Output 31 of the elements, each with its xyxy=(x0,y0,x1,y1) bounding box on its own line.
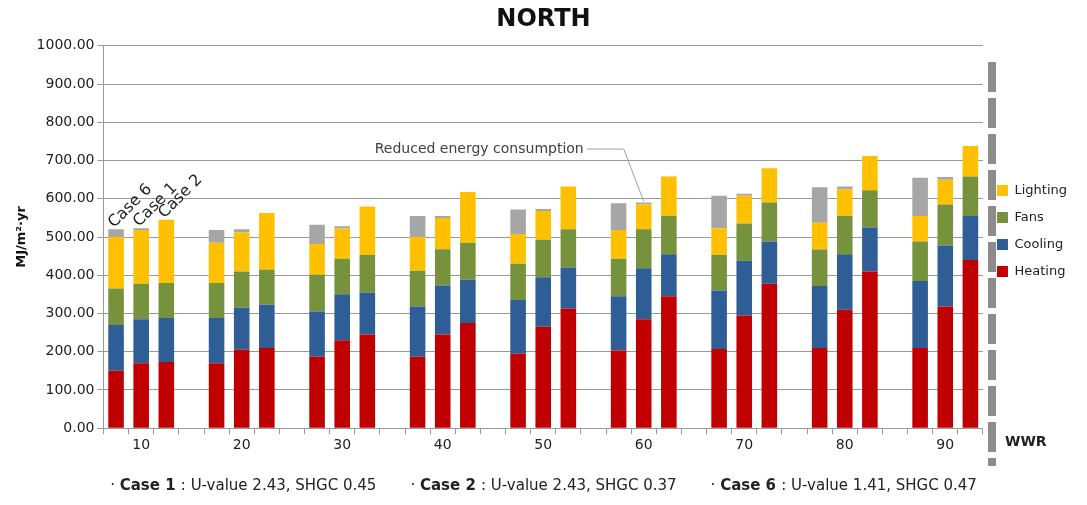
x-tick-label: 90 xyxy=(936,436,955,453)
x-tick-label: 30 xyxy=(333,436,352,453)
x-tick-label: 20 xyxy=(232,436,251,453)
y-tick-label: 1000.00 xyxy=(36,36,95,53)
x-tick-label: 60 xyxy=(634,436,653,453)
x-tick-label: 10 xyxy=(132,436,151,453)
annotation: Reduced energy consumption xyxy=(374,139,584,156)
y-tick-label: 300.00 xyxy=(45,304,95,321)
y-tick-label: 900.00 xyxy=(45,74,95,91)
x-tick-label: 80 xyxy=(835,436,854,453)
y-tick-label: 100.00 xyxy=(45,380,95,397)
y-tick-label: 0.00 xyxy=(63,418,95,435)
y-tick-label: 700.00 xyxy=(45,151,95,168)
legend-label: Heating xyxy=(1014,262,1066,278)
text: · Case 2 : U-value 2.43, SHGC 0.37 xyxy=(410,476,677,494)
text: · Case 1 : U-value 2.43, SHGC 0.45 xyxy=(110,476,377,494)
y-tick-label: 500.00 xyxy=(45,227,95,244)
y-tick-label: 600.00 xyxy=(45,189,95,206)
text: · Case 6 : U-value 1.41, SHGC 0.47 xyxy=(710,476,977,494)
x-tick-label: 40 xyxy=(433,436,452,453)
legend-label: Cooling xyxy=(1014,235,1064,251)
x-tick-label: 70 xyxy=(735,436,754,453)
y-tick-label: 200.00 xyxy=(45,342,95,359)
legend-label: Fans xyxy=(1014,208,1044,224)
y-axis-title: MJ/m²·yr xyxy=(13,205,29,268)
x-tick-label: 50 xyxy=(534,436,553,453)
y-tick-label: 400.00 xyxy=(45,265,95,282)
legend-label: Lighting xyxy=(1014,181,1067,197)
chart-title: NORTH xyxy=(496,3,591,32)
x-axis-title: WWR xyxy=(1004,432,1047,449)
y-tick-label: 800.00 xyxy=(45,112,95,129)
